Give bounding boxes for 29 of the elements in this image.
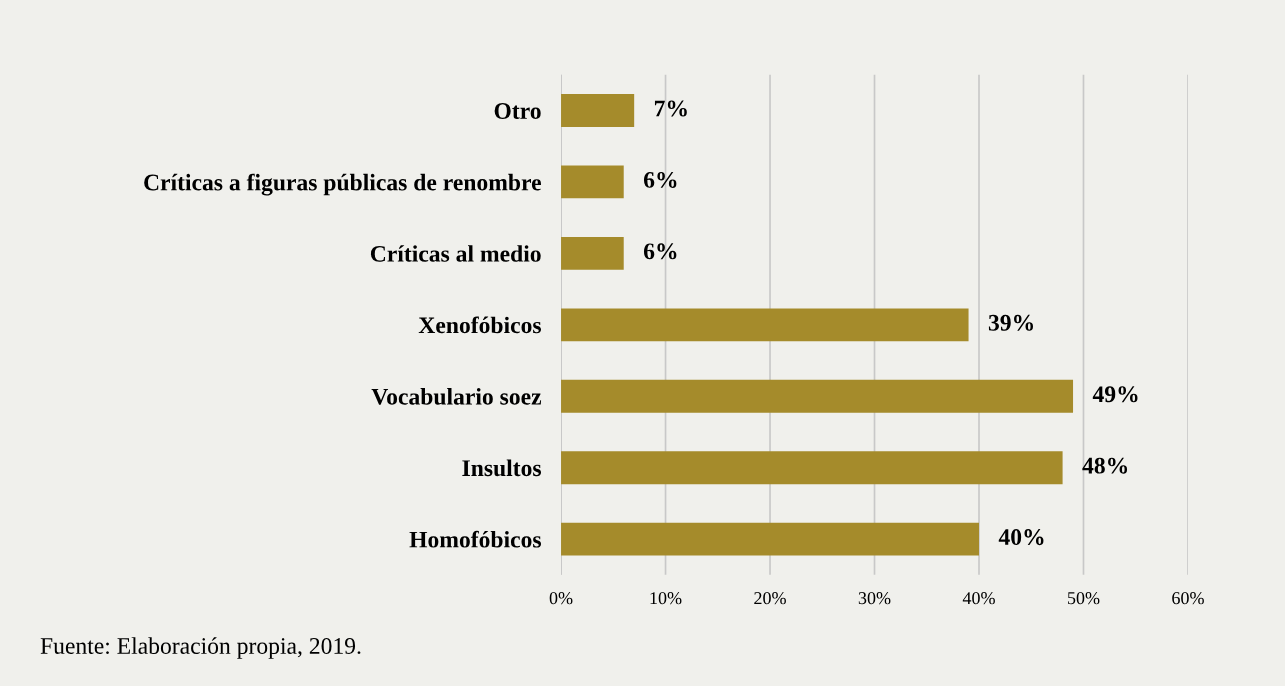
bar bbox=[561, 451, 1063, 485]
data-label: 48% bbox=[1082, 457, 1128, 474]
bar bbox=[561, 236, 624, 270]
y-tick-label: Críticas a figuras públicas de renombre bbox=[144, 173, 541, 196]
y-tick-label: Homofóbicos bbox=[409, 530, 542, 548]
data-label: 6% bbox=[643, 171, 677, 188]
bar bbox=[561, 308, 969, 342]
source-note: Fuente: Elaboración propia, 2019. bbox=[40, 637, 361, 659]
x-tick-label: 20% bbox=[754, 592, 786, 605]
bar bbox=[561, 94, 635, 127]
bar bbox=[561, 379, 1074, 413]
x-tick-label: 30% bbox=[858, 592, 891, 605]
x-tick-label: 60% bbox=[1172, 592, 1204, 605]
data-label: 39% bbox=[988, 314, 1033, 331]
y-tick-label: Críticas al medio bbox=[370, 245, 541, 262]
x-tick-label: 10% bbox=[650, 592, 682, 605]
y-tick-label: Xenofóbicos bbox=[418, 316, 542, 334]
x-tick-label: 40% bbox=[962, 592, 995, 605]
bar bbox=[561, 522, 979, 556]
y-tick-label: Insultos bbox=[462, 459, 542, 477]
x-tick-label: 50% bbox=[1067, 592, 1100, 605]
y-tick-label: Vocabulario soez bbox=[371, 388, 542, 405]
data-label: 40% bbox=[998, 529, 1044, 546]
y-tick-label: Otro bbox=[494, 103, 541, 119]
x-tick-label: 0% bbox=[549, 592, 573, 605]
data-label: 6% bbox=[643, 243, 677, 260]
data-label: 7% bbox=[654, 100, 687, 117]
data-label: 49% bbox=[1092, 386, 1138, 403]
bar bbox=[561, 165, 624, 199]
